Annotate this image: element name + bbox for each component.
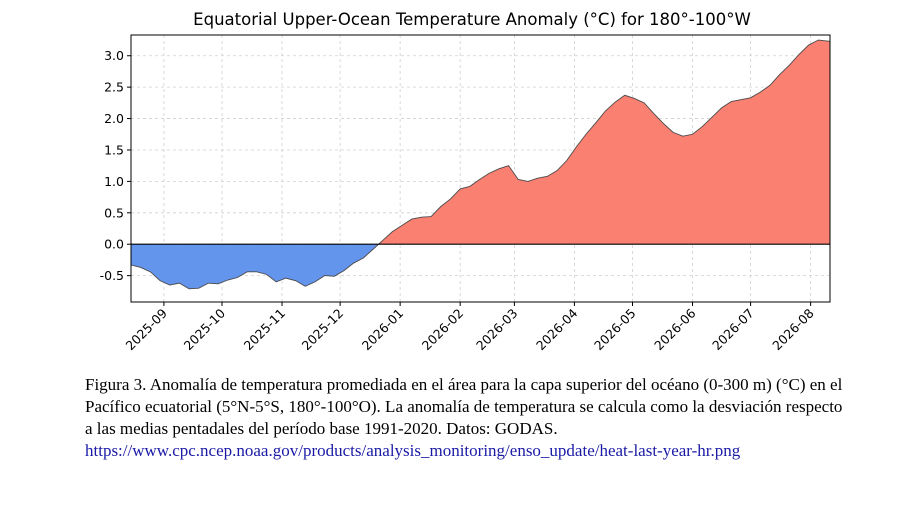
x-tick-label: 2026-04: [533, 305, 581, 353]
x-tick-label: 2026-08: [769, 305, 817, 353]
y-tick-label: 1.5: [104, 142, 124, 157]
x-tick-label: 2026-05: [591, 306, 639, 354]
y-tick-label: 2.0: [104, 111, 124, 126]
x-tick-label: 2026-02: [419, 306, 467, 354]
y-tick-label: 3.0: [104, 48, 124, 63]
caption-text: Figura 3. Anomalía de temperatura promed…: [85, 375, 843, 438]
y-tick-label: 0.5: [104, 205, 124, 220]
x-tick-label: 2025-10: [181, 305, 229, 353]
plot-area: [131, 39, 830, 290]
plot-frame: [130, 34, 831, 303]
anomaly-chart: Equatorial Upper-Ocean Temperature Anoma…: [100, 10, 831, 354]
x-tick-label: 2026-06: [651, 305, 699, 353]
x-tick-label: 2025-12: [299, 306, 347, 354]
y-tick-label: -0.5: [100, 268, 124, 283]
positive-anomaly-area: [131, 40, 830, 245]
x-tick-label: 2025-09: [122, 305, 170, 353]
x-tick-label: 2026-03: [473, 306, 521, 354]
y-tick-label: 1.0: [104, 174, 124, 189]
figure-caption: Figura 3. Anomalía de temperatura promed…: [85, 374, 845, 462]
anomaly-series-line: [131, 39, 830, 290]
negative-anomaly-area: [131, 244, 379, 289]
x-tick-label: 2025-11: [241, 306, 289, 354]
x-tick-label: 2026-07: [709, 306, 757, 354]
y-tick-label: 0.0: [104, 237, 124, 252]
y-tick-label: 2.5: [104, 80, 124, 95]
chart-title: Equatorial Upper-Ocean Temperature Anoma…: [193, 10, 751, 29]
source-link[interactable]: https://www.cpc.ncep.noaa.gov/products/a…: [85, 441, 741, 460]
x-tick-label: 2026-01: [359, 306, 407, 354]
